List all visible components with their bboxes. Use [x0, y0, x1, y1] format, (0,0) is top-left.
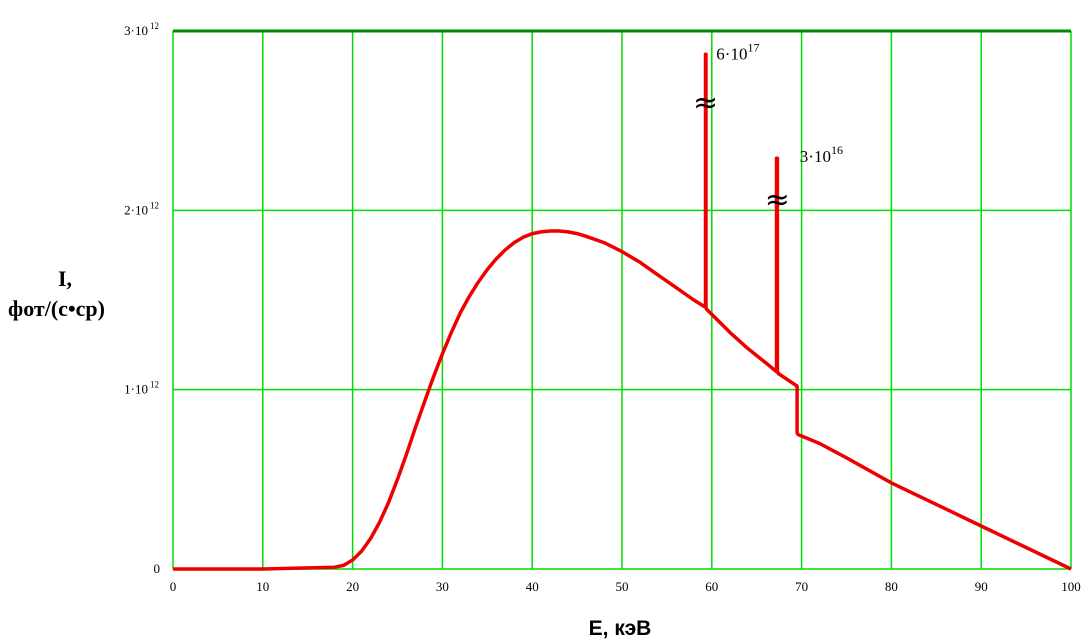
grid-lines — [172, 29, 1072, 570]
peak-annotation: 6·1017 — [716, 41, 759, 64]
plot-series — [173, 52, 1072, 571]
x-tick-label: 50 — [616, 579, 629, 594]
peak-annotation: 3·1016 — [800, 143, 843, 166]
x-tick-label: 80 — [885, 579, 898, 594]
y-axis-label-line2: фот/(с•ср) — [8, 296, 105, 321]
y-tick-label: 2·10 — [124, 202, 148, 217]
x-tick-label: 10 — [256, 579, 269, 594]
x-tick-label: 90 — [975, 579, 988, 594]
y-tick-label: 0 — [154, 561, 161, 576]
x-tick-label: 40 — [526, 579, 539, 594]
y-tick-exponent: 12 — [150, 200, 159, 210]
x-tick-label: 30 — [436, 579, 449, 594]
annotations: 6·1017 3·1016 ≈ ≈ — [693, 41, 843, 218]
axis-break-mark: ≈ — [765, 183, 790, 218]
x-tick-label: 0 — [170, 579, 177, 594]
x-tick-label: 60 — [705, 579, 718, 594]
axis-break-mark: ≈ — [693, 86, 718, 121]
x-axis-label: E, кэВ — [589, 617, 652, 640]
y-tick-exponent: 12 — [150, 21, 159, 31]
x-tick-label: 20 — [346, 579, 359, 594]
x-tick-label: 70 — [795, 579, 808, 594]
x-tick-label: 100 — [1061, 579, 1081, 594]
spectrum-line — [173, 52, 1072, 571]
y-axis-label-line1: I, — [58, 266, 72, 291]
x-tick-labels: 0 10 20 30 40 50 60 70 80 90 100 — [170, 579, 1081, 594]
y-tick-exponent: 12 — [150, 380, 159, 390]
y-tick-labels: 01·10 122·10 123·10 12 — [124, 21, 160, 576]
y-tick-label: 3·10 — [124, 23, 148, 38]
y-tick-label: 1·10 — [124, 382, 148, 397]
